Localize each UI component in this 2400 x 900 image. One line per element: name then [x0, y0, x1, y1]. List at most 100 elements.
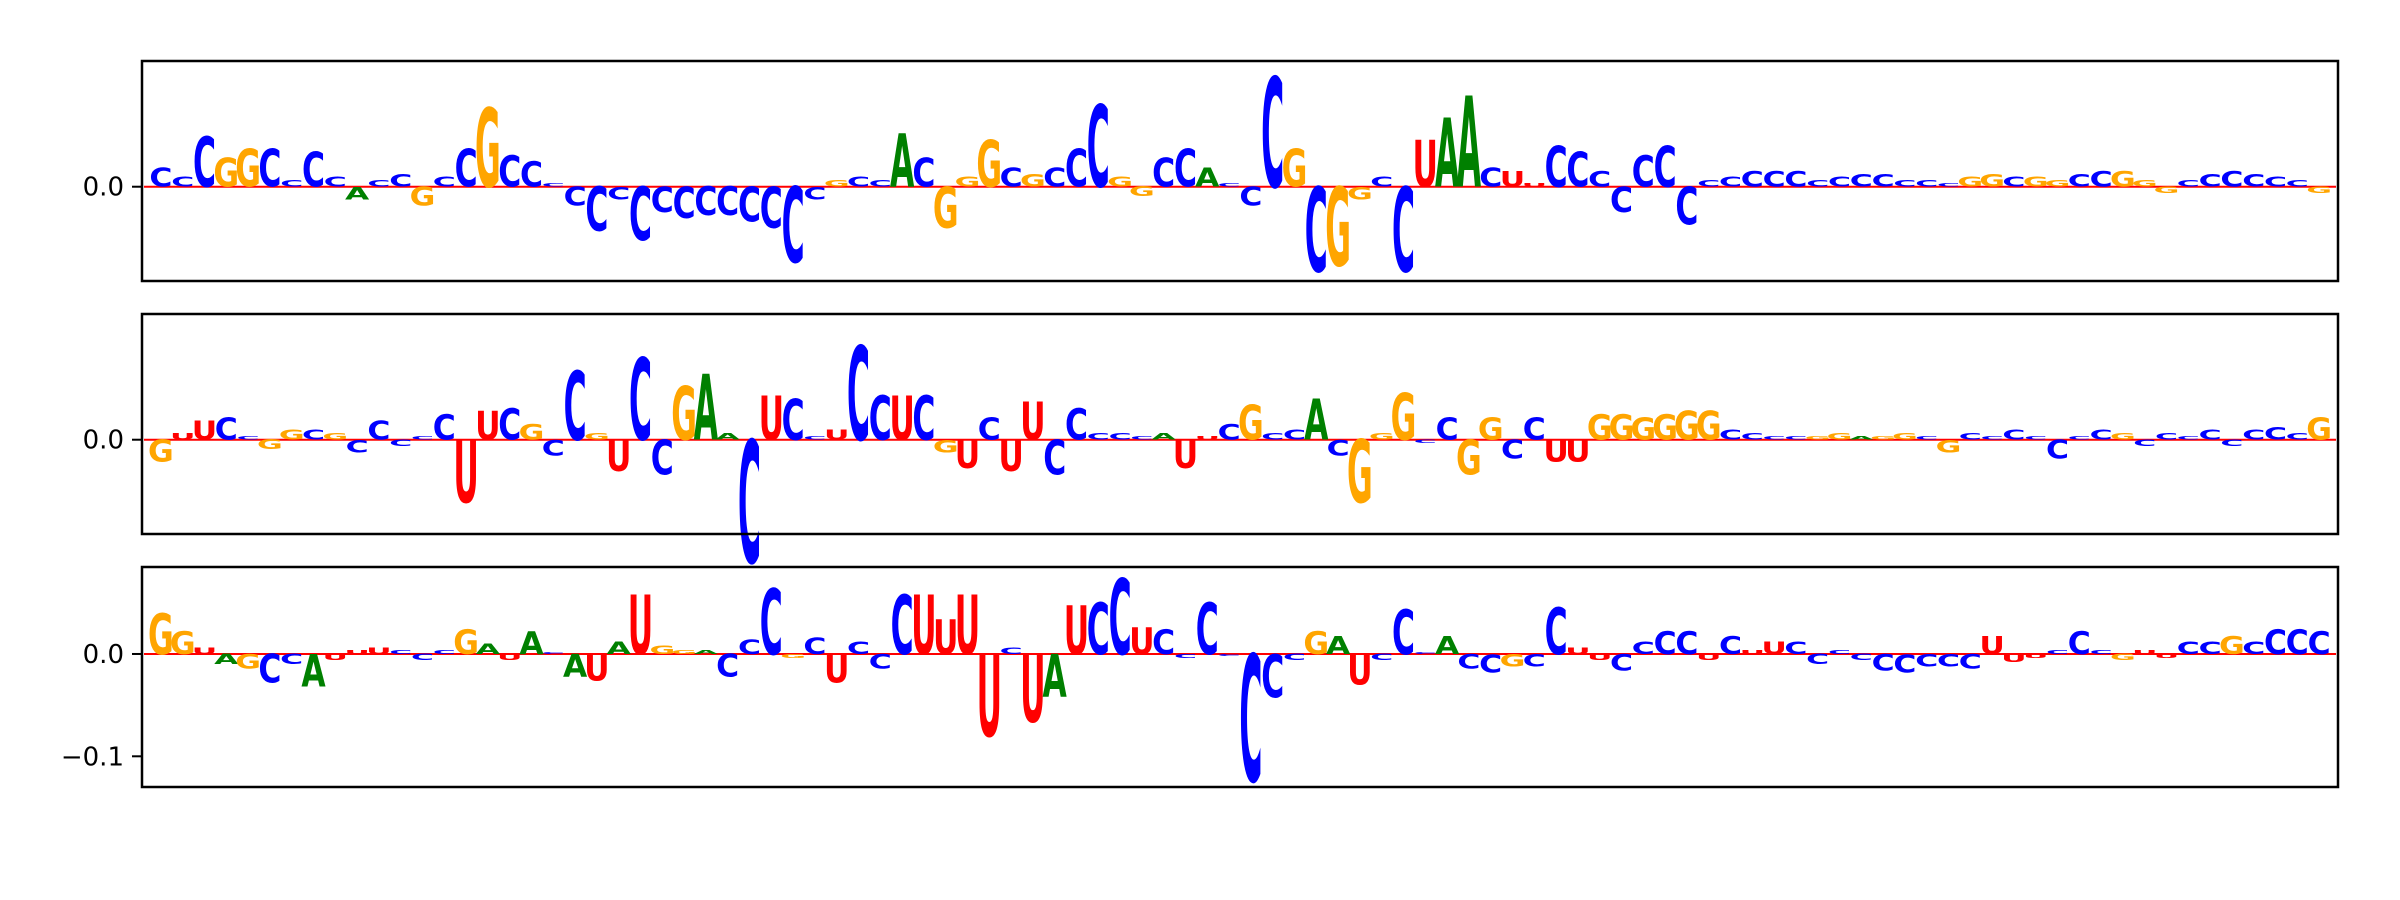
logo-glyph: G: [2045, 179, 2071, 189]
y-tick-label: 0.0: [83, 173, 124, 203]
logo-glyph: C: [1588, 168, 1611, 193]
logo-glyph: U: [170, 432, 195, 442]
logo-glyph: G: [1630, 412, 1656, 447]
logo-glyph: C: [1457, 651, 1480, 673]
logo-glyph: C: [1414, 651, 1437, 654]
logo-glyph: C: [1545, 594, 1568, 669]
logo-glyph: G: [1325, 165, 1351, 291]
logo-panel-3: GGUAGCCAUUUCCCGAUACAUAUGGACCCGCUCCCUUUUC…: [61, 559, 2340, 823]
logo-glyph: G: [475, 86, 501, 212]
logo-glyph: A: [519, 626, 543, 662]
logo-glyph: C: [411, 436, 434, 441]
y-tick-label: 0.0: [83, 426, 124, 456]
logo-glyph: A: [1152, 432, 1177, 442]
logo-glyph: C: [1370, 653, 1393, 663]
logo-glyph: C: [280, 179, 303, 189]
logo-glyph: C: [2286, 623, 2309, 662]
logo-glyph: G: [410, 181, 436, 212]
logo-glyph: U: [1740, 649, 1765, 655]
logo-glyph: C: [2242, 639, 2265, 658]
logo-glyph: C: [1414, 439, 1437, 444]
logo-glyph: G: [1674, 405, 1700, 450]
logo-glyph: U: [2154, 653, 2179, 659]
logo-glyph: G: [2023, 175, 2049, 190]
logo-glyph: G: [453, 623, 479, 662]
logo-glyph: C: [280, 651, 303, 668]
logo-glyph: U: [1020, 637, 1045, 744]
logo-glyph: G: [2132, 179, 2158, 189]
logo-glyph: C: [1261, 643, 1284, 712]
logo-glyph: G: [235, 140, 261, 200]
logo-glyph: G: [1369, 432, 1395, 442]
logo-glyph: U: [453, 424, 478, 524]
y-tick-label: −0.1: [61, 742, 124, 772]
logo-glyph: C: [738, 179, 761, 233]
logo-glyph: C: [1218, 183, 1241, 188]
logo-glyph: C: [1043, 162, 1066, 193]
logo-glyph: G: [1957, 175, 1983, 190]
logo-glyph: G: [933, 437, 959, 457]
logo-glyph: C: [978, 412, 1001, 447]
panel-frame: [140, 59, 2340, 283]
logo-glyph: A: [1043, 643, 1068, 712]
logo-glyph: G: [1347, 184, 1373, 204]
logo-glyph: C: [1828, 649, 1851, 655]
logo-glyph: C: [1763, 436, 1786, 441]
logo-glyph: C: [1479, 649, 1502, 678]
logo-glyph: U: [955, 579, 980, 674]
logo-glyph: C: [738, 637, 761, 659]
logo-glyph: G: [148, 434, 174, 469]
logo-glyph: G: [1347, 424, 1373, 524]
logo-glyph: C: [1261, 47, 1284, 223]
logo-glyph: G: [2154, 186, 2180, 196]
logo-glyph: U: [955, 433, 980, 478]
logo-glyph: C: [651, 432, 674, 486]
logo-glyph: G: [1587, 407, 1613, 448]
logo-glyph: G: [213, 152, 239, 197]
logo-glyph: C: [215, 412, 238, 447]
logo-glyph: C: [1174, 140, 1197, 200]
logo-glyph: C: [542, 183, 565, 188]
logo-glyph: G: [955, 175, 981, 190]
logo-glyph: U: [1020, 393, 1045, 453]
logo-glyph: C: [1043, 432, 1066, 486]
logo-glyph: U: [2023, 653, 2048, 659]
logo-glyph: C: [2220, 168, 2243, 193]
logo-glyph: C: [2199, 171, 2222, 191]
logo-glyph: C: [2242, 171, 2265, 191]
logo-glyph: G: [1609, 407, 1635, 448]
logo-glyph: U: [475, 405, 500, 450]
logo-glyph: G: [1827, 432, 1853, 442]
logo-glyph: U: [497, 653, 522, 663]
logo-glyph: C: [433, 175, 456, 190]
logo-glyph: U: [323, 653, 348, 663]
logo-glyph: G: [584, 432, 610, 442]
logo-glyph: C: [847, 322, 870, 472]
logo-glyph: C: [1893, 179, 1916, 189]
logo-glyph: C: [1915, 436, 1938, 441]
logo-glyph: C: [258, 140, 281, 200]
logo-glyph: U: [911, 579, 936, 674]
logo-glyph: C: [869, 179, 892, 189]
logo-glyph: C: [2308, 626, 2331, 662]
logo-glyph: C: [1523, 651, 1546, 670]
logo-glyph: U: [2001, 652, 2026, 665]
logo-glyph: G: [2110, 168, 2136, 193]
logo-glyph: C: [716, 649, 739, 685]
logo-glyph: C: [1283, 653, 1306, 663]
logo-glyph: C: [2046, 434, 2069, 465]
logo-glyph: C: [1087, 432, 1110, 442]
logo-glyph: C: [1741, 432, 1764, 442]
logo-glyph: U: [344, 649, 369, 655]
logo-glyph: C: [782, 388, 805, 453]
logo-glyph: A: [476, 641, 501, 658]
logo-glyph: C: [1479, 162, 1502, 193]
logo-glyph: C: [2286, 179, 2309, 189]
logo-glyph: G: [279, 428, 305, 443]
logo-glyph: C: [2264, 175, 2287, 190]
logo-glyph: G: [1478, 412, 1504, 447]
logo-glyph: G: [1652, 407, 1678, 448]
logo-glyph: A: [563, 649, 587, 685]
logo-glyph: A: [694, 649, 719, 655]
logo-glyph: U: [889, 385, 914, 455]
